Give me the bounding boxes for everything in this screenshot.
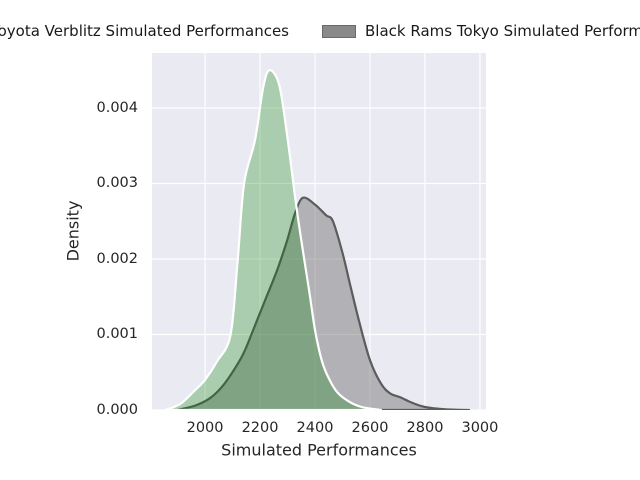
x-tick-label: 2800 (406, 420, 444, 436)
legend-swatch-gray (322, 24, 356, 38)
legend-item-black-rams: Black Rams Tokyo Simulated Performances (322, 22, 640, 40)
legend-label-black-rams: Black Rams Tokyo Simulated Performances (365, 22, 640, 40)
plot-area (152, 53, 486, 410)
x-tick-label: 2200 (241, 420, 279, 436)
y-axis-label: Density (63, 200, 83, 262)
x-axis-label: Simulated Performances (221, 440, 417, 460)
y-tick-label: 0.003 (96, 175, 138, 192)
kde-chart-svg (152, 53, 486, 410)
kde-curve-black-rams (176, 196, 471, 410)
y-tick-label: 0.000 (96, 402, 138, 418)
legend-label-toyota-verblitz: Toyota Verblitz Simulated Performances (0, 22, 289, 40)
y-tick-label: 0.004 (96, 99, 138, 116)
y-tick-label: 0.001 (96, 326, 138, 343)
y-tick-label: 0.002 (96, 250, 138, 267)
x-tick-label: 2600 (351, 420, 389, 436)
legend-item-toyota-verblitz: Toyota Verblitz Simulated Performances (0, 22, 289, 40)
x-tick-label: 2400 (296, 420, 334, 436)
kde-curve-toyota-verblitz (164, 69, 383, 410)
x-tick-label: 2000 (186, 420, 224, 436)
x-tick-label: 3000 (461, 420, 499, 436)
